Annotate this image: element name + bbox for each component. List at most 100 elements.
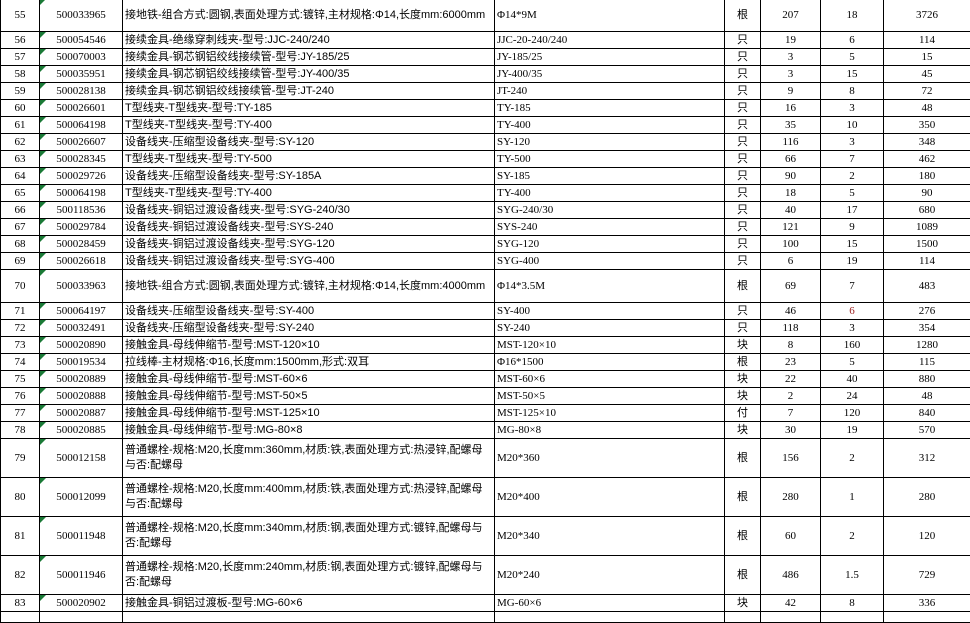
cell-specification[interactable]: SYG-400 xyxy=(495,253,725,270)
cell-total-amount[interactable]: 115 xyxy=(884,354,970,371)
cell-material-code[interactable]: 500064198 xyxy=(40,185,123,202)
cell-row-number[interactable]: 82 xyxy=(1,556,40,595)
cell-row-number[interactable]: 65 xyxy=(1,185,40,202)
cell-material-code[interactable]: 500035951 xyxy=(40,66,123,83)
cell-material-description[interactable]: 普通螺栓-规格:M20,长度mm:340mm,材质:钢,表面处理方式:镀锌,配螺… xyxy=(123,517,495,556)
cell-total-amount[interactable]: 114 xyxy=(884,253,970,270)
cell-specification[interactable]: SY-185 xyxy=(495,168,725,185)
cell-quantity[interactable]: 121 xyxy=(761,219,821,236)
cell-material-description[interactable]: 接续金具-钢芯钢铝绞线接续管-型号:JY-400/35 xyxy=(123,66,495,83)
cell-specification[interactable]: MST-50×5 xyxy=(495,388,725,405)
cell-quantity[interactable]: 42 xyxy=(761,595,821,612)
cell-unit[interactable]: 只 xyxy=(725,117,761,134)
cell-material-code[interactable]: 500054546 xyxy=(40,32,123,49)
cell-material-code[interactable]: 500028345 xyxy=(40,151,123,168)
cell-material-description[interactable]: 拉线棒-主材规格:Φ16,长度mm:1500mm,形式:双耳 xyxy=(123,354,495,371)
cell-total-amount[interactable]: 880 xyxy=(884,371,970,388)
cell-material-description[interactable]: 普通螺栓-规格:M20,长度mm:240mm,材质:钢,表面处理方式:镀锌,配螺… xyxy=(123,556,495,595)
cell-unit-price[interactable]: 17 xyxy=(821,202,884,219)
cell-unit-price[interactable]: 6 xyxy=(821,32,884,49)
cell-unit-price[interactable] xyxy=(821,612,884,623)
cell-total-amount[interactable]: 114 xyxy=(884,32,970,49)
cell-material-description[interactable]: 设备线夹-铜铝过渡设备线夹-型号:SYG-240/30 xyxy=(123,202,495,219)
cell-unit-price[interactable]: 3 xyxy=(821,320,884,337)
cell-unit[interactable]: 块 xyxy=(725,388,761,405)
cell-unit-price[interactable]: 15 xyxy=(821,236,884,253)
cell-quantity[interactable]: 23 xyxy=(761,354,821,371)
cell-row-number[interactable]: 60 xyxy=(1,100,40,117)
cell-quantity[interactable]: 60 xyxy=(761,517,821,556)
cell-quantity[interactable]: 8 xyxy=(761,337,821,354)
cell-row-number[interactable]: 68 xyxy=(1,236,40,253)
cell-material-code[interactable]: 500026607 xyxy=(40,134,123,151)
cell-material-code[interactable]: 500118536 xyxy=(40,202,123,219)
cell-material-code[interactable]: 500032491 xyxy=(40,320,123,337)
cell-unit-price[interactable]: 6 xyxy=(821,303,884,320)
cell-specification[interactable]: TY-400 xyxy=(495,117,725,134)
cell-quantity[interactable]: 22 xyxy=(761,371,821,388)
cell-quantity[interactable]: 66 xyxy=(761,151,821,168)
cell-material-description[interactable] xyxy=(123,612,495,623)
cell-total-amount[interactable]: 45 xyxy=(884,66,970,83)
cell-quantity[interactable]: 3 xyxy=(761,66,821,83)
cell-material-description[interactable]: T型线夹-T型线夹-型号:TY-500 xyxy=(123,151,495,168)
cell-total-amount[interactable]: 483 xyxy=(884,270,970,303)
cell-material-code[interactable]: 500011948 xyxy=(40,517,123,556)
cell-row-number[interactable]: 66 xyxy=(1,202,40,219)
cell-row-number[interactable]: 69 xyxy=(1,253,40,270)
cell-quantity[interactable]: 156 xyxy=(761,439,821,478)
cell-unit[interactable]: 根 xyxy=(725,439,761,478)
cell-material-code[interactable]: 500012099 xyxy=(40,478,123,517)
cell-material-description[interactable]: 设备线夹-铜铝过渡设备线夹-型号:SYG-120 xyxy=(123,236,495,253)
cell-total-amount[interactable]: 680 xyxy=(884,202,970,219)
cell-unit-price[interactable]: 9 xyxy=(821,219,884,236)
cell-unit[interactable]: 只 xyxy=(725,83,761,100)
cell-unit-price[interactable]: 19 xyxy=(821,253,884,270)
cell-material-code[interactable]: 500033965 xyxy=(40,0,123,32)
cell-unit[interactable]: 根 xyxy=(725,354,761,371)
cell-total-amount[interactable]: 462 xyxy=(884,151,970,168)
cell-unit[interactable]: 根 xyxy=(725,478,761,517)
cell-material-code[interactable]: 500028138 xyxy=(40,83,123,100)
cell-material-code[interactable]: 500028459 xyxy=(40,236,123,253)
cell-material-description[interactable]: 接地铁-组合方式:圆钢,表面处理方式:镀锌,主材规格:Φ14,长度mm:6000… xyxy=(123,0,495,32)
cell-specification[interactable]: MST-125×10 xyxy=(495,405,725,422)
cell-material-description[interactable]: 设备线夹-铜铝过渡设备线夹-型号:SYS-240 xyxy=(123,219,495,236)
cell-unit[interactable] xyxy=(725,612,761,623)
cell-unit[interactable]: 只 xyxy=(725,185,761,202)
cell-quantity[interactable]: 207 xyxy=(761,0,821,32)
cell-total-amount[interactable]: 90 xyxy=(884,185,970,202)
cell-unit-price[interactable]: 3 xyxy=(821,100,884,117)
cell-row-number[interactable]: 72 xyxy=(1,320,40,337)
cell-specification[interactable]: JT-240 xyxy=(495,83,725,100)
cell-quantity[interactable]: 100 xyxy=(761,236,821,253)
cell-row-number[interactable]: 55 xyxy=(1,0,40,32)
cell-total-amount[interactable]: 1500 xyxy=(884,236,970,253)
cell-unit-price[interactable]: 10 xyxy=(821,117,884,134)
cell-quantity[interactable]: 116 xyxy=(761,134,821,151)
cell-material-code[interactable]: 500064197 xyxy=(40,303,123,320)
cell-material-code[interactable]: 500020885 xyxy=(40,422,123,439)
cell-unit-price[interactable]: 7 xyxy=(821,270,884,303)
cell-row-number[interactable]: 75 xyxy=(1,371,40,388)
cell-material-description[interactable]: 接触金具-母线伸缩节-型号:MST-60×6 xyxy=(123,371,495,388)
cell-specification[interactable]: SY-240 xyxy=(495,320,725,337)
cell-material-description[interactable]: 接触金具-母线伸缩节-型号:MST-125×10 xyxy=(123,405,495,422)
cell-total-amount[interactable]: 350 xyxy=(884,117,970,134)
cell-material-description[interactable]: 设备线夹-铜铝过渡设备线夹-型号:SYG-400 xyxy=(123,253,495,270)
cell-specification[interactable]: JY-400/35 xyxy=(495,66,725,83)
cell-unit-price[interactable]: 18 xyxy=(821,0,884,32)
cell-unit[interactable]: 只 xyxy=(725,236,761,253)
table-row[interactable] xyxy=(1,612,970,623)
